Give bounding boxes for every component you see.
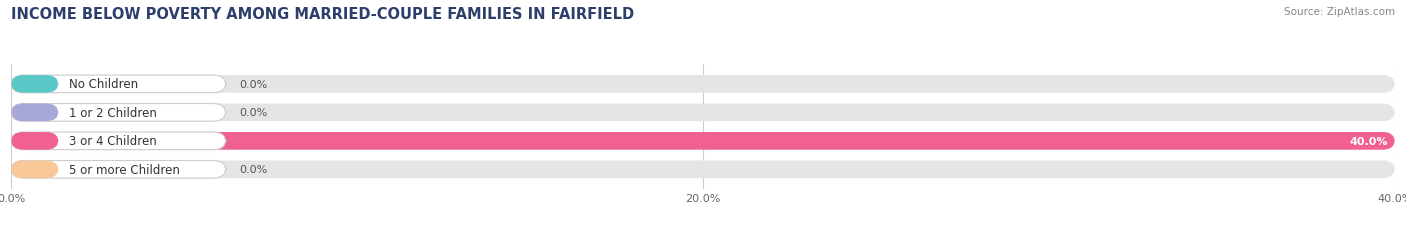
Text: 0.0%: 0.0% <box>239 79 267 89</box>
FancyBboxPatch shape <box>11 161 226 178</box>
FancyBboxPatch shape <box>11 161 1395 178</box>
FancyBboxPatch shape <box>11 104 226 122</box>
FancyBboxPatch shape <box>11 132 1395 150</box>
Text: 0.0%: 0.0% <box>239 165 267 175</box>
Text: 0.0%: 0.0% <box>239 108 267 118</box>
FancyBboxPatch shape <box>11 104 1395 122</box>
FancyBboxPatch shape <box>11 104 59 122</box>
Text: 1 or 2 Children: 1 or 2 Children <box>69 106 157 119</box>
FancyBboxPatch shape <box>11 76 59 93</box>
FancyBboxPatch shape <box>11 132 1395 150</box>
FancyBboxPatch shape <box>11 132 59 150</box>
Text: 3 or 4 Children: 3 or 4 Children <box>69 135 157 148</box>
Text: 40.0%: 40.0% <box>1350 136 1388 146</box>
Text: INCOME BELOW POVERTY AMONG MARRIED-COUPLE FAMILIES IN FAIRFIELD: INCOME BELOW POVERTY AMONG MARRIED-COUPL… <box>11 7 634 22</box>
Text: 5 or more Children: 5 or more Children <box>69 163 180 176</box>
FancyBboxPatch shape <box>11 76 1395 93</box>
FancyBboxPatch shape <box>11 76 226 93</box>
Text: No Children: No Children <box>69 78 138 91</box>
FancyBboxPatch shape <box>11 161 59 178</box>
Text: Source: ZipAtlas.com: Source: ZipAtlas.com <box>1284 7 1395 17</box>
FancyBboxPatch shape <box>11 132 226 150</box>
